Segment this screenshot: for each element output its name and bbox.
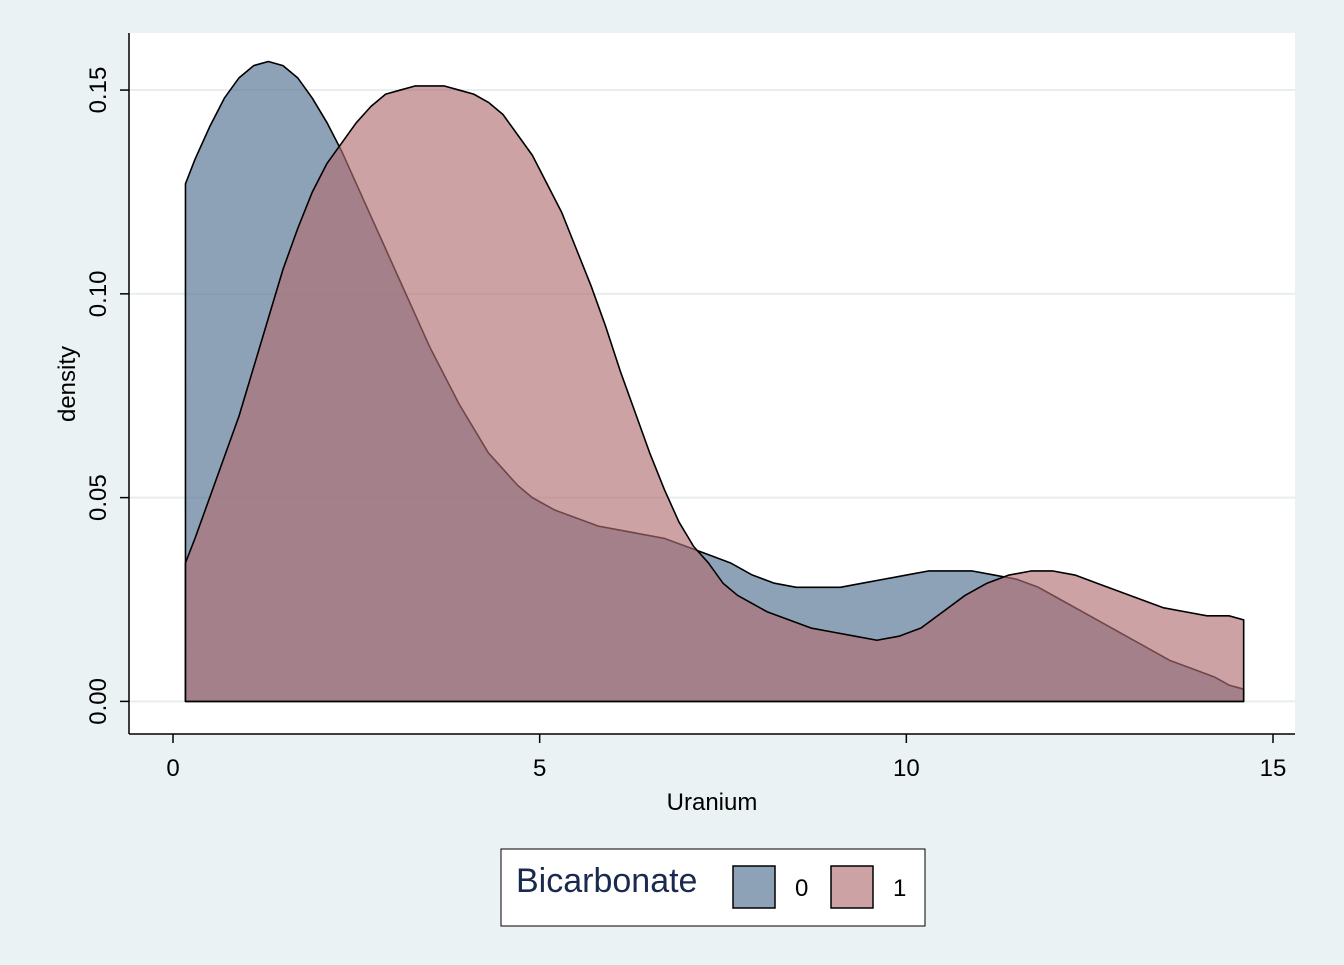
x-tick-label-0: 0 [166, 755, 179, 782]
density-areas [184, 60, 1245, 703]
legend-swatch-1 [830, 865, 874, 909]
y-tick-label-2: 0.10 [85, 270, 112, 317]
legend-title: Bicarbonate [516, 862, 697, 900]
y-tick-label-3: 0.15 [85, 67, 112, 114]
y-axis-ticks: 0.00 0.05 0.10 0.15 [85, 67, 129, 725]
y-axis-title: density [54, 346, 81, 422]
x-axis-ticks: 0 5 10 15 [166, 734, 1286, 782]
legend: Bicarbonate 0 1 [500, 848, 926, 927]
legend-swatch-0 [732, 865, 776, 909]
x-tick-label-2: 10 [893, 755, 920, 782]
legend-label-0: 0 [795, 875, 808, 902]
y-tick-label-1: 0.05 [85, 474, 112, 521]
x-axis-title: Uranium [667, 789, 758, 816]
y-tick-label-0: 0.00 [85, 678, 112, 725]
x-tick-label-1: 5 [533, 755, 546, 782]
legend-label-1: 1 [893, 875, 906, 902]
density-area-series-1 [184, 85, 1245, 703]
x-tick-label-3: 15 [1260, 755, 1287, 782]
